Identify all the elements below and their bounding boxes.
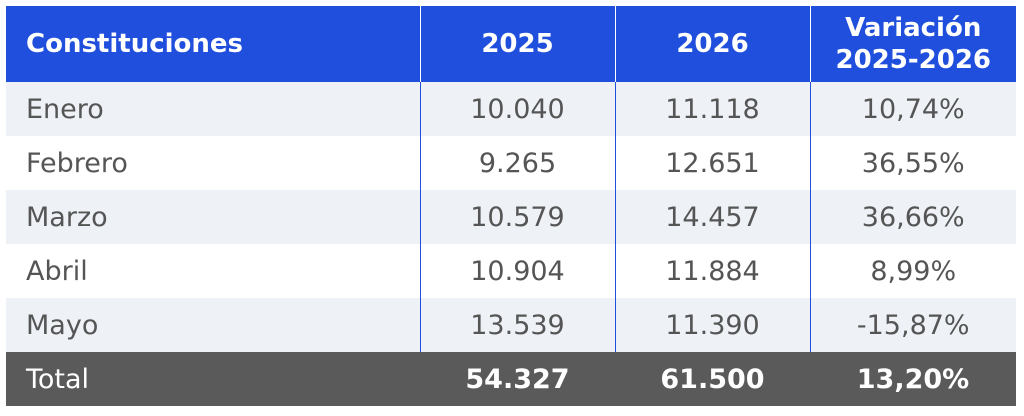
header-cell: Constituciones	[6, 6, 420, 82]
header-cell: Variación 2025-2026	[809, 6, 1016, 82]
header-cell: 2026	[614, 6, 810, 82]
header-row: Constituciones 2025 2026 Variación 2025-202…	[6, 6, 1016, 82]
table-cell: Abril	[26, 255, 88, 287]
table-cell: 36,66%	[809, 190, 1016, 244]
table-cell: Enero	[6, 82, 420, 136]
total-cell: 13,20%	[810, 352, 1016, 406]
total-row: Total 54.327 61.500 13,20%	[6, 352, 1016, 406]
table-row: Mayo 13.539 11.390 -15,87%	[6, 298, 1016, 352]
table-cell: 10,74%	[809, 82, 1016, 136]
table-cell: 13.539	[419, 298, 615, 352]
total-cell: Total	[6, 352, 420, 406]
table-row: Febrero 9.265 12.651 36,55%	[6, 136, 1016, 190]
header-cell: 2025	[419, 6, 615, 82]
table-body: Enero 10.040 11.118 10,74% Febrero 9.265 12.65…	[6, 82, 1016, 352]
table-cell: 11.884	[614, 244, 810, 298]
table-cell: 10.904	[419, 244, 615, 298]
table-cell: Mayo	[6, 298, 420, 352]
table-row: Abril 10.904 11.884 8,99%	[6, 244, 1016, 298]
table-row: Marzo 10.579 14.457 36,66%	[6, 190, 1016, 244]
total-cell: 61.500	[615, 352, 810, 406]
data-table: Constituciones 2025 2026 Variación 2025-202…	[6, 6, 1016, 406]
table-cell: Febrero	[26, 147, 128, 179]
table-cell: 11.118	[614, 82, 810, 136]
table-cell: 10.040	[419, 82, 615, 136]
table-cell: 10.579	[419, 190, 615, 244]
table-cell: 14.457	[614, 190, 810, 244]
table-cell: 11.390	[614, 298, 810, 352]
table-row: Enero 10.040 11.118 10,74%	[6, 82, 1016, 136]
total-cell: 54.327	[420, 352, 615, 406]
table-cell: 8,99%	[809, 244, 1016, 298]
table-cell: 9.265	[419, 136, 615, 190]
table-cell: 12.651	[614, 136, 810, 190]
table-cell: 36,55%	[809, 136, 1016, 190]
table-cell: -15,87%	[809, 298, 1016, 352]
table-cell: Marzo	[6, 190, 420, 244]
